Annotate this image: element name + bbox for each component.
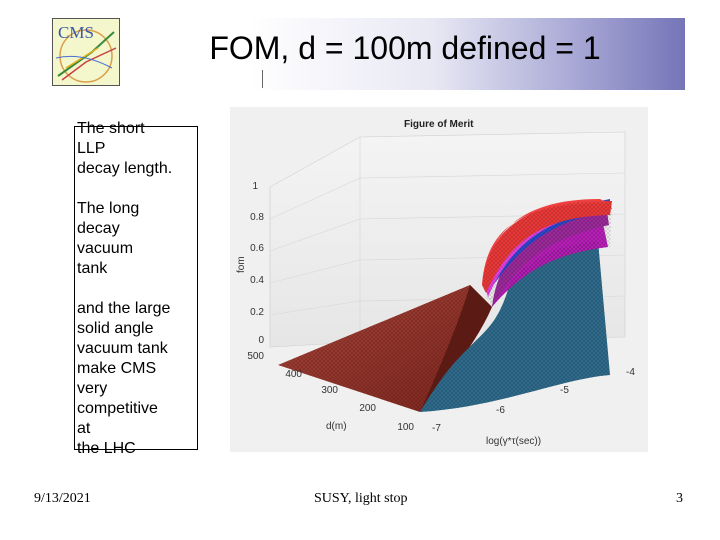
figure-title: Figure of Merit — [404, 119, 474, 130]
y-tick-label: -4 — [626, 367, 635, 378]
z-tick-label: 0.4 — [250, 275, 264, 286]
paragraph-large-solid-angle: and the large solid angle vacuum tank ma… — [77, 300, 171, 457]
footer-center-text: SUSY, light stop — [314, 491, 408, 506]
z-tick-label: 0.2 — [250, 307, 264, 318]
fom-surface-plot: Figure of Merit 1 0.8 0.6 0.4 0.2 0 fom … — [230, 107, 648, 452]
text-cursor — [262, 70, 263, 88]
paragraph-long-decay: The long decay vacuum tank — [77, 200, 140, 277]
x-tick-label: 400 — [285, 369, 302, 380]
x-tick-label: 100 — [397, 422, 414, 433]
paragraph-short-llp: The short LLP decay length. — [77, 120, 173, 177]
y-tick-label: -6 — [496, 405, 505, 416]
text-box — [74, 126, 198, 450]
x-axis-label: d(m) — [326, 421, 347, 432]
z-tick-label: 0.6 — [250, 243, 264, 254]
logo-text: CMS — [58, 23, 94, 42]
x-tick-label: 200 — [359, 403, 376, 414]
cms-logo: CMS — [52, 18, 120, 86]
y-tick-label: -5 — [560, 385, 569, 396]
z-axis-label: fom — [236, 256, 247, 273]
x-tick-label: 300 — [321, 385, 338, 396]
z-tick-label: 0.8 — [250, 212, 264, 223]
page-number: 3 — [676, 491, 683, 506]
y-tick-label: -7 — [432, 423, 441, 434]
x-tick-label: 500 — [247, 351, 264, 362]
slide-title: FOM, d = 100m defined = 1 — [209, 30, 601, 66]
footer-date: 9/13/2021 — [34, 491, 91, 506]
header-band — [125, 18, 685, 90]
surface-slope — [420, 285, 492, 412]
z-tick-label: 1 — [252, 181, 258, 192]
z-tick-label: 0 — [258, 335, 264, 346]
y-axis-label: log(γ*τ(sec)) — [486, 436, 541, 447]
